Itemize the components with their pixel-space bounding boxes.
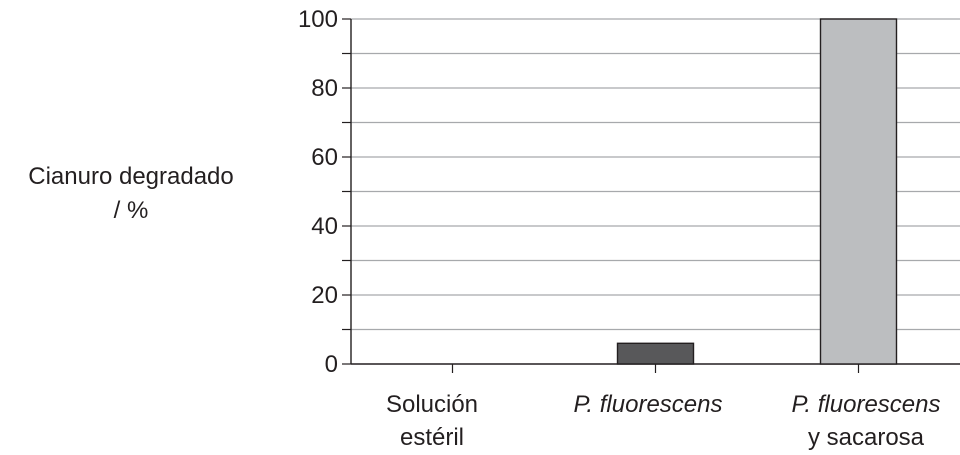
- y-tick-label: 0: [325, 351, 338, 378]
- y-tick-label: 40: [311, 213, 338, 240]
- x-tick-label-line-2: y sacarosa: [807, 424, 925, 451]
- x-tick-label-solucion-esteril: Solución estéril: [322, 388, 542, 454]
- x-tick-label-p-fluorescens: P. fluorescens: [538, 388, 758, 421]
- x-tick-label-p-fluorescens-y-sacarosa: P. fluorescens y sacarosa: [756, 388, 960, 454]
- bar: [616, 342, 695, 365]
- bar: [819, 18, 898, 365]
- y-tick-label: 60: [311, 144, 338, 171]
- y-axis-label-line-1: Cianuro degradado: [28, 163, 234, 190]
- x-tick-label-line-1: P. fluorescens: [573, 391, 723, 418]
- y-tick-label: 100: [298, 6, 338, 33]
- x-tick-label-line-2: estéril: [399, 424, 465, 451]
- y-axis-label-line-2: / %: [113, 197, 149, 224]
- x-tick-label-line-1: P. fluorescens: [791, 391, 941, 418]
- y-axis-label: Cianuro degradado / %: [0, 160, 262, 228]
- y-tick-label: 80: [311, 75, 338, 102]
- x-tick-label-line-1: Solución: [385, 391, 479, 418]
- y-tick-label: 20: [311, 282, 338, 309]
